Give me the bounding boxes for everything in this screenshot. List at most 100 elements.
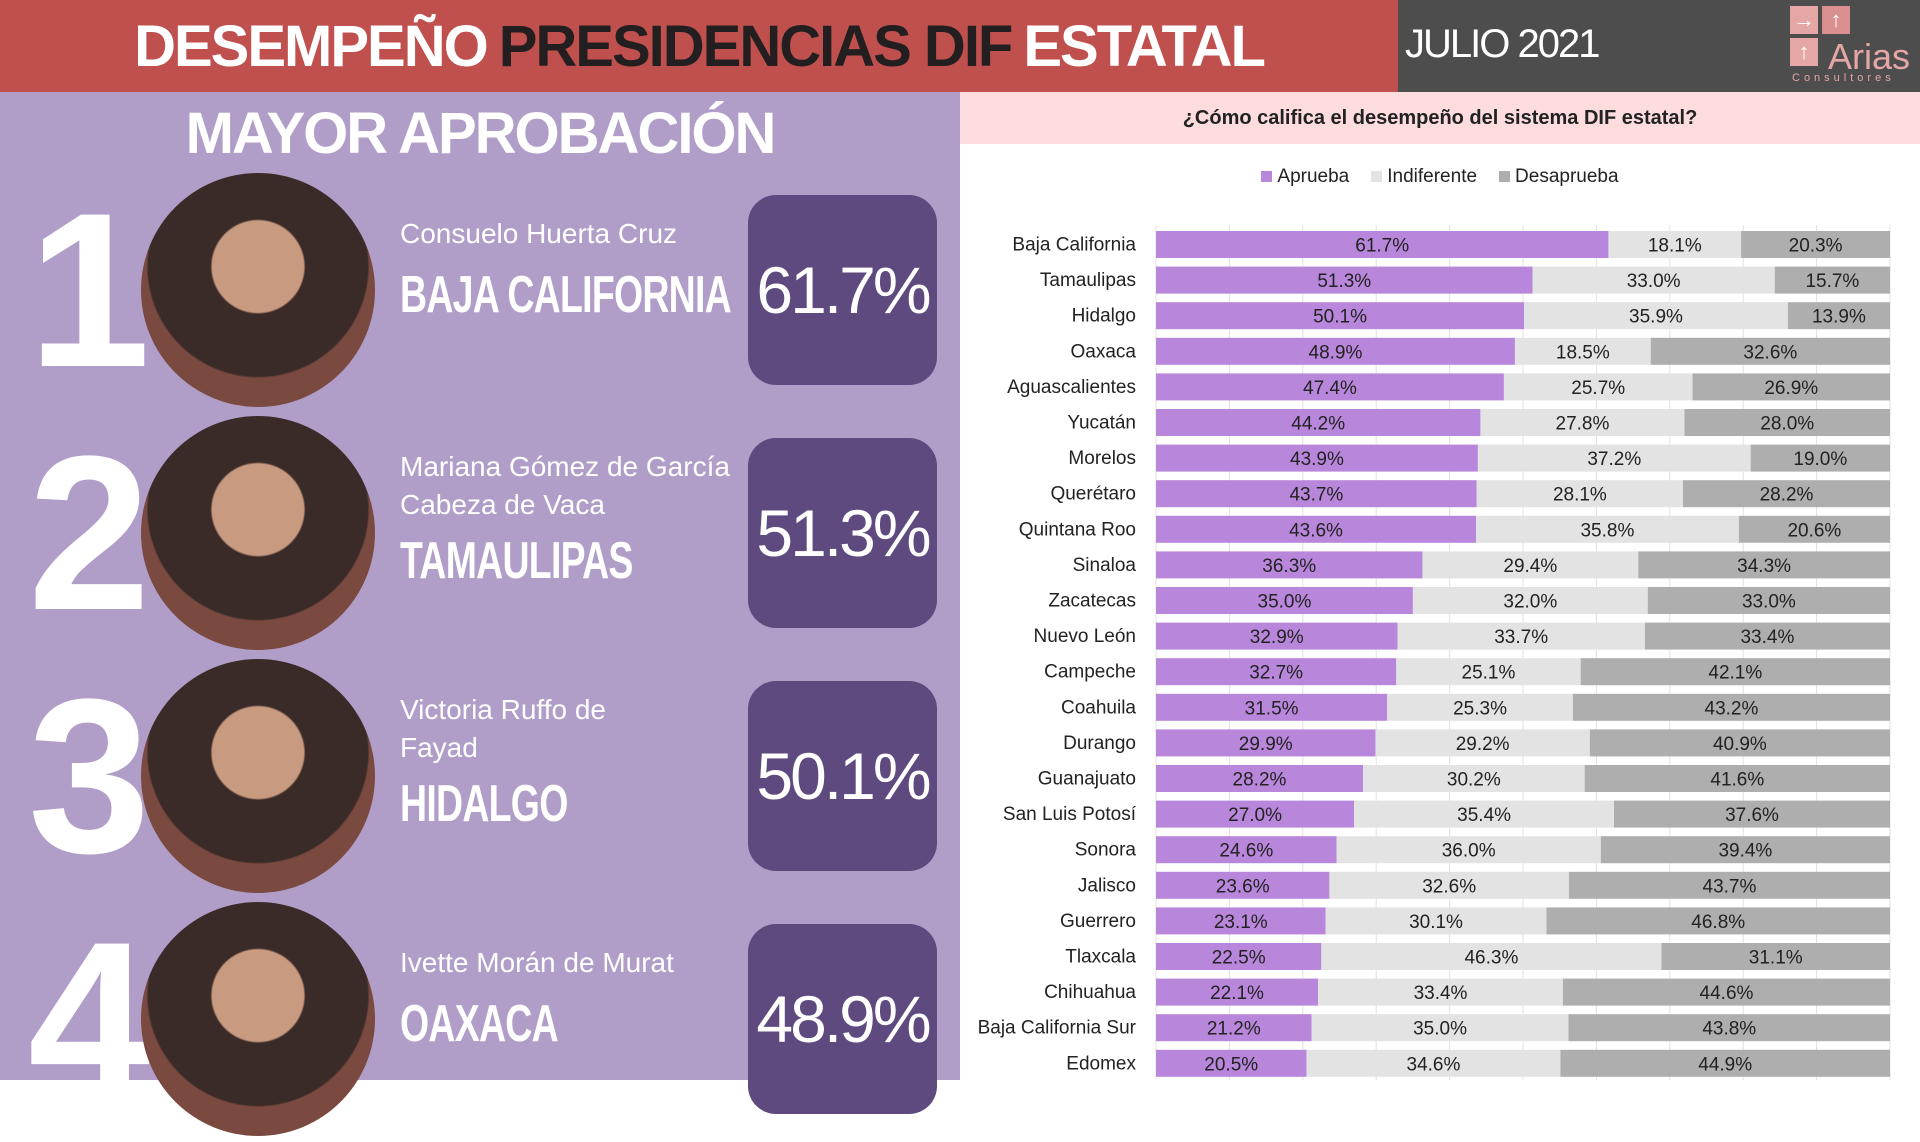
- data-label: 42.1%: [1708, 663, 1762, 684]
- data-label: 35.8%: [1580, 520, 1634, 541]
- data-label: 33.4%: [1740, 627, 1794, 648]
- portrait-photo: [141, 173, 375, 407]
- state-name: HIDALGO: [400, 775, 568, 833]
- bar-segment-indiferente: [1476, 480, 1684, 508]
- category-label: Guerrero: [1060, 911, 1136, 932]
- legend-item: Aprueba: [1261, 166, 1349, 188]
- ranking-entry: 4 Ivette Morán de Murat OAXACA 48.9%: [0, 899, 960, 1139]
- bar-segment-indiferente: [1311, 1014, 1569, 1042]
- approval-percent: 50.1%: [748, 681, 937, 871]
- bar-segment-indiferente: [1422, 551, 1639, 579]
- bar-segment-aprueba: [1156, 765, 1363, 792]
- bar-segment-indiferente: [1318, 978, 1563, 1006]
- bar-segment-aprueba: [1156, 373, 1504, 401]
- date-label: JULIO 2021: [1405, 22, 1600, 66]
- page-title: DESEMPEÑO PRESIDENCIAS DIF ESTATAL: [0, 0, 1398, 92]
- bar-segment-indiferente: [1321, 943, 1662, 970]
- rank-number: 2: [28, 410, 150, 656]
- data-label: 43.2%: [1705, 698, 1759, 719]
- category-label: Chihuahua: [1044, 982, 1136, 1003]
- data-label: 32.0%: [1503, 592, 1557, 613]
- data-label: 32.6%: [1422, 876, 1476, 897]
- bar-segment-desaprueba: [1589, 729, 1890, 757]
- data-label: 50.1%: [1313, 307, 1367, 328]
- data-label: 39.4%: [1718, 841, 1772, 862]
- bar-segment-aprueba: [1156, 409, 1481, 436]
- data-label: 30.1%: [1409, 912, 1463, 933]
- bar-segment-indiferente: [1329, 871, 1569, 899]
- bar-segment-desaprueba: [1692, 373, 1890, 401]
- data-label: 44.6%: [1700, 983, 1754, 1004]
- bar-segment-indiferente: [1480, 409, 1685, 436]
- bar-segment-indiferente: [1375, 729, 1590, 757]
- bar-segment-indiferente: [1514, 337, 1651, 365]
- bar-segment-aprueba: [1156, 444, 1478, 472]
- bar-segment-indiferente: [1362, 765, 1585, 792]
- data-label: 19.0%: [1793, 449, 1847, 470]
- data-label: 43.7%: [1289, 485, 1343, 506]
- legend-swatch: [1499, 171, 1511, 182]
- data-label: 32.6%: [1743, 342, 1797, 363]
- data-label: 25.3%: [1453, 698, 1507, 719]
- data-label: 33.0%: [1627, 271, 1681, 292]
- bar-segment-aprueba: [1156, 551, 1423, 579]
- portrait-photo: [141, 416, 375, 650]
- data-label: 26.9%: [1764, 378, 1818, 399]
- data-label: 44.2%: [1291, 414, 1345, 435]
- data-label: 29.2%: [1456, 734, 1510, 755]
- data-label: 13.9%: [1812, 307, 1866, 328]
- category-label: Tamaulipas: [1040, 270, 1136, 291]
- stacked-bar-chart: Baja California 61.7% 18.1% 20.3% Tamaulipas…: [978, 225, 1891, 1080]
- data-label: 23.6%: [1216, 876, 1270, 897]
- data-label: 31.1%: [1749, 948, 1803, 969]
- ranking-entry: 1 Consuelo Huerta Cruz BAJA CALIFORNIA 6…: [0, 170, 960, 410]
- category-label: Oaxaca: [1071, 341, 1137, 362]
- data-label: 43.9%: [1290, 449, 1344, 470]
- bar-segment-desaprueba: [1562, 978, 1890, 1006]
- bar-segment-desaprueba: [1568, 871, 1890, 899]
- data-label: 18.5%: [1556, 342, 1610, 363]
- bar-segment-desaprueba: [1638, 551, 1890, 579]
- data-label: 29.4%: [1503, 556, 1557, 577]
- bar-segment-desaprueba: [1787, 302, 1890, 330]
- bar-segment-aprueba: [1156, 836, 1337, 864]
- data-label: 20.6%: [1787, 520, 1841, 541]
- data-label: 40.9%: [1713, 734, 1767, 755]
- bar-segment-indiferente: [1387, 693, 1573, 721]
- bar-segment-indiferente: [1354, 800, 1615, 828]
- data-label: 23.1%: [1214, 912, 1268, 933]
- bar-segment-desaprueba: [1568, 1014, 1890, 1042]
- ranking-title: MAYOR APROBACIÓN: [185, 101, 777, 166]
- category-label: San Luis Potosí: [1003, 804, 1137, 825]
- category-label: Querétaro: [1050, 484, 1136, 505]
- bar-segment-aprueba: [1156, 337, 1515, 365]
- approval-percent: 48.9%: [748, 924, 937, 1114]
- data-label: 46.8%: [1691, 912, 1745, 933]
- bar-segment-indiferente: [1325, 907, 1547, 935]
- data-label: 46.3%: [1464, 948, 1518, 969]
- data-label: 20.5%: [1204, 1054, 1258, 1075]
- bar-segment-indiferente: [1412, 587, 1648, 614]
- title-part-1: DESEMPEÑO: [134, 13, 489, 79]
- data-label: 48.9%: [1309, 342, 1363, 363]
- ranking-entry: 2 Mariana Gómez de García Cabeza de Vaca…: [0, 413, 960, 653]
- category-label: Sinaloa: [1073, 555, 1137, 576]
- category-label: Guanajuato: [1038, 769, 1136, 790]
- data-label: 32.7%: [1249, 663, 1303, 684]
- data-label: 32.9%: [1250, 627, 1304, 648]
- bar-segment-aprueba: [1156, 907, 1326, 935]
- bar-segment-indiferente: [1396, 658, 1581, 686]
- bar-segment-aprueba: [1156, 231, 1609, 258]
- data-label: 33.4%: [1414, 983, 1468, 1004]
- bar-segment-desaprueba: [1600, 836, 1890, 864]
- legend-label: Aprueba: [1277, 166, 1350, 187]
- data-label: 21.2%: [1207, 1019, 1261, 1040]
- legend-item: Indiferente: [1371, 166, 1477, 188]
- bar-segment-desaprueba: [1647, 587, 1890, 614]
- data-label: 27.0%: [1228, 805, 1282, 826]
- bar-segment-aprueba: [1156, 943, 1322, 970]
- data-label: 15.7%: [1805, 271, 1859, 292]
- category-label: Aguascalientes: [1007, 377, 1136, 398]
- data-label: 29.9%: [1239, 734, 1293, 755]
- data-label: 35.9%: [1629, 307, 1683, 328]
